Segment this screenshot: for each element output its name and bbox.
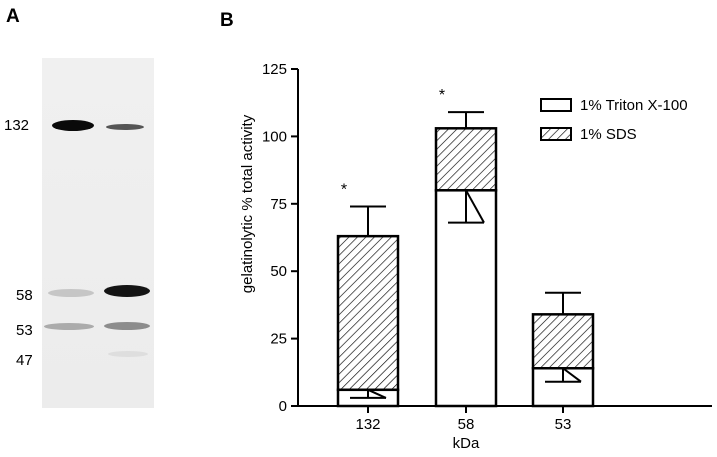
x-tick-label: 53 xyxy=(555,416,572,433)
y-tick-label: 125 xyxy=(262,61,287,78)
x-axis-title: kDa xyxy=(453,435,480,452)
bar-sds xyxy=(531,313,595,370)
significance-marker: * xyxy=(341,181,347,198)
band-lane2-132 xyxy=(106,124,144,130)
legend-label-triton: 1% Triton X-100 xyxy=(580,97,688,114)
y-tick-label: 0 xyxy=(279,398,287,415)
error-bar-triton-diagonal xyxy=(562,367,582,383)
y-tick-label: 75 xyxy=(270,196,287,213)
panel-b-letter: B xyxy=(220,10,234,31)
western-blot-image xyxy=(42,58,154,408)
bar-sds xyxy=(336,234,400,392)
marker-132-label: 132 xyxy=(4,117,30,134)
legend-label-sds: 1% SDS xyxy=(580,126,637,143)
bar-sds xyxy=(434,127,498,192)
band-lane2-47 xyxy=(108,351,148,357)
y-tick-label: 100 xyxy=(262,128,287,145)
x-tick-label: 132 xyxy=(355,416,380,433)
band-lane1-53 xyxy=(44,323,94,330)
bar-triton xyxy=(434,189,498,408)
y-tick-label: 50 xyxy=(270,263,287,280)
error-bar-triton-diagonal xyxy=(465,189,485,224)
band-lane2-53 xyxy=(104,322,150,330)
band-lane2-58 xyxy=(104,285,150,297)
panel-a-letter: A xyxy=(6,6,20,27)
significance-marker: * xyxy=(439,87,445,104)
marker-58-label: 58 xyxy=(16,287,33,304)
error-bar-triton-diagonal xyxy=(367,388,387,399)
x-tick-label: 58 xyxy=(458,416,475,433)
marker-47-label: 47 xyxy=(16,352,33,369)
marker-53-label: 53 xyxy=(16,322,33,339)
legend-swatch-triton xyxy=(540,98,572,112)
legend-swatch-sds xyxy=(540,127,572,141)
y-tick-label: 25 xyxy=(270,331,287,348)
y-axis-title: gelatinolytic % total activity xyxy=(239,114,256,293)
band-lane1-58 xyxy=(48,289,94,297)
band-lane1-132 xyxy=(52,120,94,131)
